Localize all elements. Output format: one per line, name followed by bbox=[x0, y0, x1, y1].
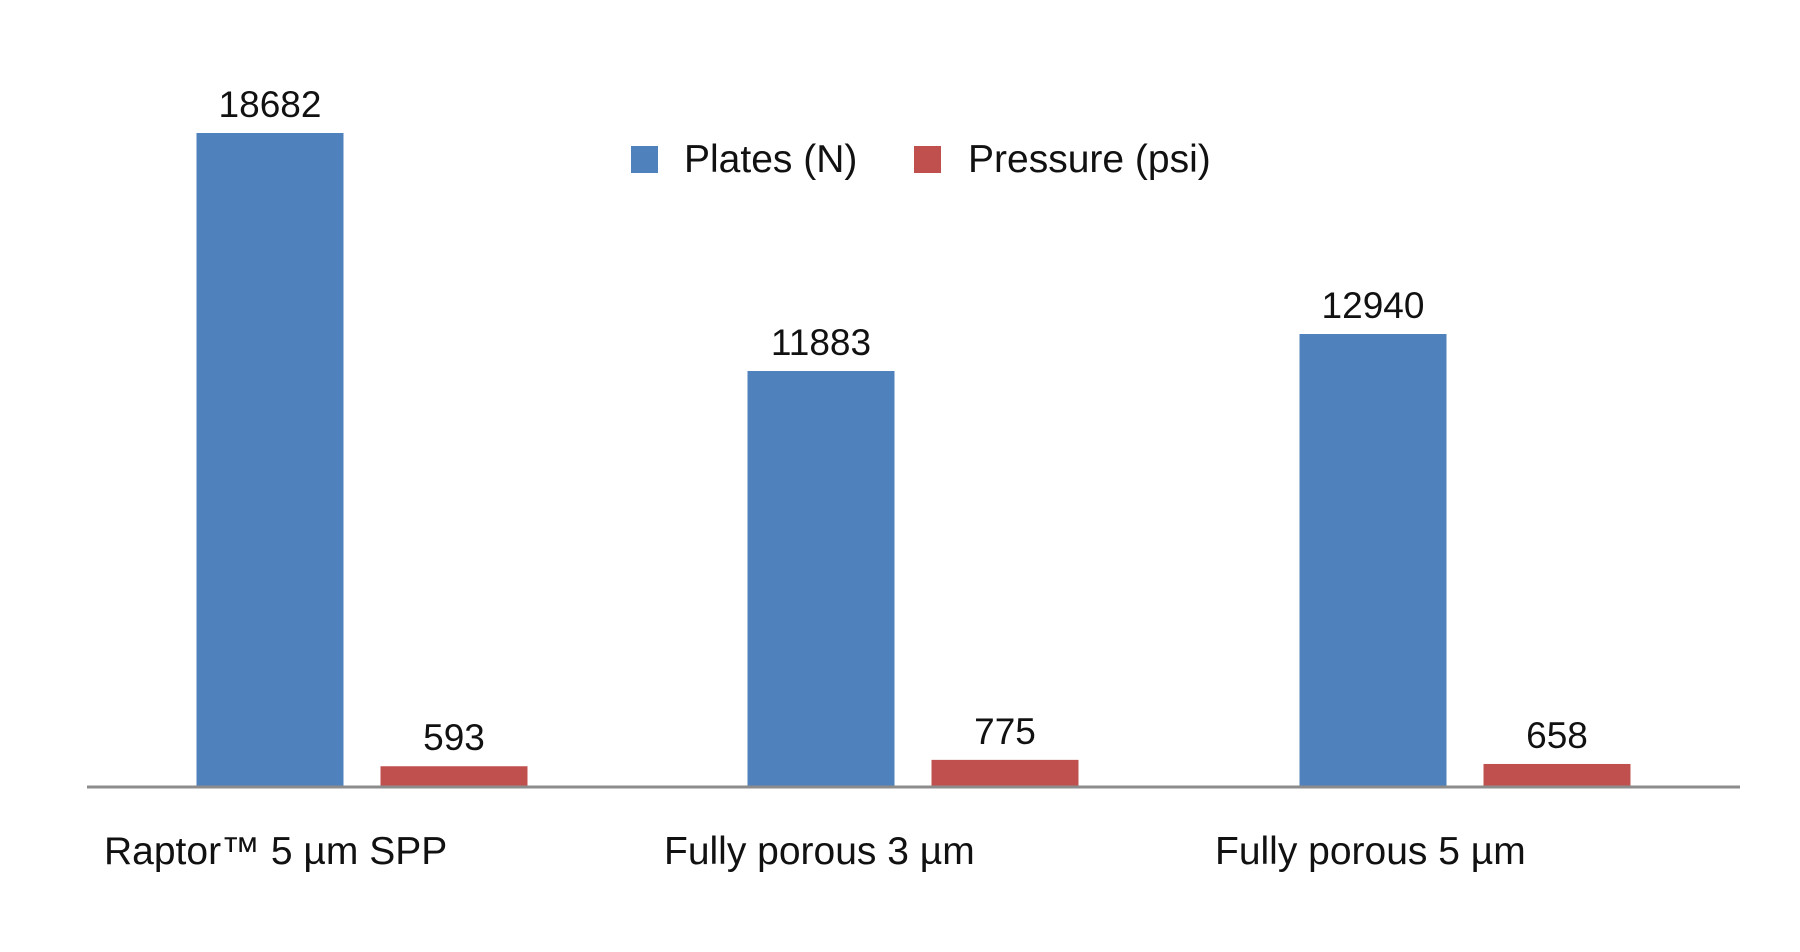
data-labels-group: 18682 11883 12940 593 775 658 bbox=[219, 84, 1588, 758]
bar-pressure-1 bbox=[931, 759, 1079, 787]
data-label-pressure-0: 593 bbox=[423, 717, 485, 758]
legend-label-plates: Plates (N) bbox=[684, 138, 857, 181]
legend-label-pressure: Pressure (psi) bbox=[968, 138, 1211, 181]
bars-group bbox=[196, 133, 1631, 787]
bar-plates-0 bbox=[196, 133, 344, 787]
legend-swatch-pressure bbox=[914, 146, 941, 173]
category-label-0: Raptor™ 5 µm SPP bbox=[104, 830, 447, 873]
data-label-pressure-2: 658 bbox=[1526, 715, 1588, 756]
legend-swatch-plates bbox=[631, 146, 658, 173]
category-label-2: Fully porous 5 µm bbox=[1215, 830, 1526, 873]
data-label-plates-0: 18682 bbox=[219, 84, 322, 125]
bar-pressure-0 bbox=[380, 766, 528, 787]
legend: Plates (N) Pressure (psi) bbox=[631, 138, 1211, 181]
data-label-pressure-1: 775 bbox=[974, 711, 1036, 752]
bar-pressure-2 bbox=[1483, 763, 1631, 787]
category-labels-group: Raptor™ 5 µm SPP Fully porous 3 µm Fully p… bbox=[104, 830, 1526, 873]
bar-plates-1 bbox=[747, 371, 895, 787]
category-label-1: Fully porous 3 µm bbox=[664, 830, 975, 873]
data-label-plates-1: 11883 bbox=[771, 322, 871, 363]
data-label-plates-2: 12940 bbox=[1322, 285, 1425, 326]
bar-plates-2 bbox=[1299, 334, 1447, 787]
